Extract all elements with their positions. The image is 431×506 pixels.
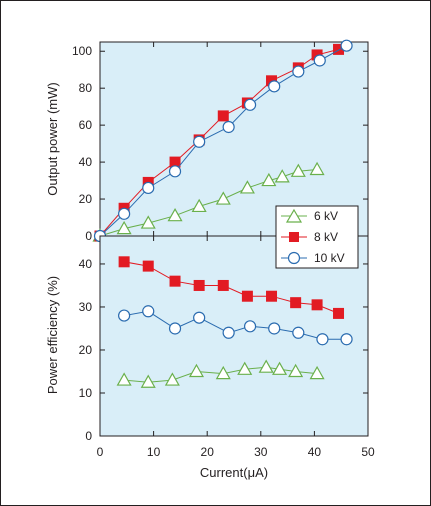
top-point-10kv [243,98,257,111]
bot-point-6kv [272,361,288,375]
legend-item-10kv: 10 kV [281,251,345,265]
bottom-series [116,256,353,388]
top-y-tick-label: 0 [85,229,92,243]
bottom-panel: 0 10 20 30 40 0 10 20 30 40 50 Power efficiency (… [45,235,375,480]
bot-series-line-6kv [124,366,318,383]
bot-point-8kv [311,299,323,311]
bot-y-tick-label: 10 [79,386,93,400]
top-point-8kv [169,156,181,168]
top-point-10kv [168,165,182,178]
bottom-y-ticks: 0 10 20 30 40 [79,257,368,443]
top-y-tick-label: 80 [79,81,93,95]
bot-point-10kv [340,333,353,346]
bot-y-tick-label: 30 [79,300,93,314]
bot-point-8kv [142,260,154,272]
bot-point-6kv [140,374,156,388]
bot-point-10kv [168,322,182,335]
bot-point-6kv [288,363,304,378]
bot-point-10kv [193,311,206,324]
bot-x-tick-label: 0 [97,445,104,459]
top-panel: 0 20 40 60 80 100 Output power (mW) [45,39,369,243]
top-point-8kv [217,110,229,122]
bot-point-10kv [292,326,305,339]
top-y-tick-label: 100 [72,44,92,58]
top-y-ticks: 0 20 40 60 80 100 [72,44,368,243]
bot-x-tick-label: 20 [201,445,215,459]
top-point-6kv [309,161,325,176]
top-point-6kv [261,172,277,187]
top-point-8kv [311,49,323,61]
bot-point-8kv [290,297,302,309]
top-y-tick-label: 40 [79,155,93,169]
top-series [92,39,353,243]
top-point-10kv [313,54,326,67]
bot-series-line-10kv [124,310,347,340]
top-point-6kv [167,207,183,222]
bot-x-tick-label: 40 [308,445,322,459]
legend-item-8kv: 8 kV [281,230,338,244]
bot-point-8kv [333,307,345,319]
legend-item-6kv: 6 kV [281,208,338,223]
legend-label-6kv: 6 kV [314,209,338,223]
top-point-10kv [268,80,281,93]
bot-point-10kv [316,333,329,346]
bottom-y-axis-label: Power efficiency (%) [45,276,60,394]
bot-point-8kv [266,290,278,302]
top-point-8kv [333,43,345,55]
bot-point-10kv [118,309,131,322]
top-point-6kv [274,169,290,183]
bot-point-10kv [142,305,155,318]
top-point-6kv [116,220,132,235]
top-point-6kv [140,215,156,229]
top-plot-area [99,41,369,237]
bot-x-tick-label: 30 [254,445,268,459]
legend-label-10kv: 10 kV [314,251,345,265]
bot-point-10kv [268,322,281,335]
top-point-10kv [193,135,206,148]
legend-marker-8kv [289,232,299,242]
top-point-10kv [118,207,131,220]
top-y-axis-label: Output power (mW) [45,82,60,195]
bot-point-8kv [169,275,181,287]
legend-marker-10kv [287,251,301,265]
bot-point-6kv [309,365,325,380]
bot-y-tick-label: 20 [79,343,93,357]
bot-x-tick-label: 10 [147,445,161,459]
top-point-6kv [191,198,207,213]
top-point-6kv [239,180,255,194]
bot-point-10kv [222,326,235,339]
bot-point-6kv [237,361,253,375]
top-point-8kv [266,75,278,87]
legend-marker-6kv [285,208,303,223]
top-point-6kv [215,191,231,205]
top-point-10kv [222,120,235,134]
bot-point-8kv [193,279,205,291]
bot-point-8kv [217,279,229,291]
bot-point-6kv [258,359,274,373]
bot-point-6kv [164,372,180,386]
bot-point-10kv [243,320,257,333]
bot-point-6kv [116,372,132,386]
top-point-10kv [292,65,305,78]
top-point-6kv [290,163,306,177]
bot-point-6kv [188,363,205,378]
bot-point-6kv [215,365,231,380]
bot-x-tick-label: 50 [361,445,375,459]
bot-y-tick-label: 40 [79,257,93,271]
top-y-tick-label: 60 [79,118,93,132]
legend: 6 kV 8 kV 10 kV [275,205,359,269]
bot-series-line-8kv [124,261,339,314]
top-point-10kv [340,39,353,52]
bot-point-8kv [241,290,253,302]
x-axis-label: Current(μA) [200,465,268,480]
top-y-tick-label: 20 [79,192,93,206]
top-point-10kv [142,181,155,195]
bot-y-tick-label: 0 [85,429,92,443]
bot-point-8kv [118,256,130,268]
legend-label-8kv: 8 kV [314,230,338,244]
